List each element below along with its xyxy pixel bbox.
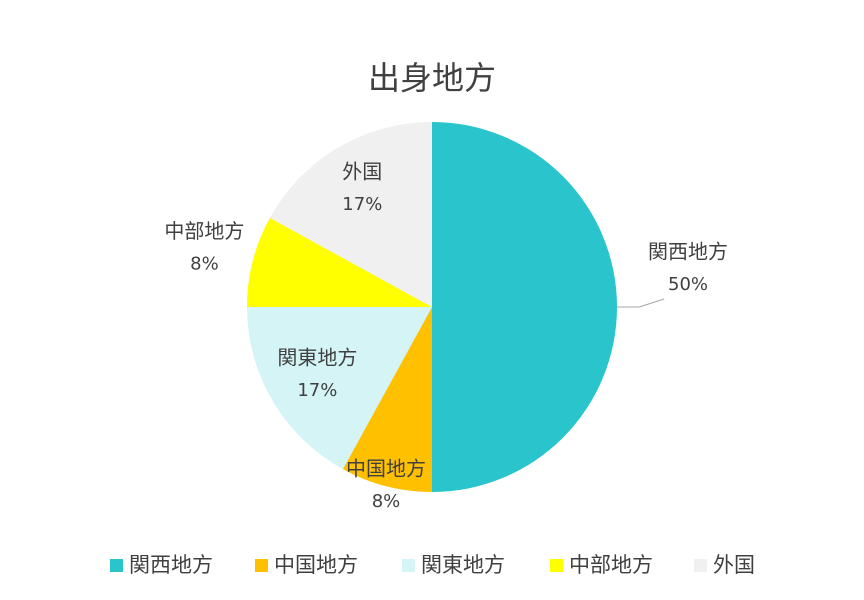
legend-label: 中国地方 — [274, 553, 358, 577]
pie-slice — [247, 217, 432, 307]
legend-swatch — [110, 559, 123, 572]
leader-line — [617, 298, 665, 308]
data-label-value: 50% — [668, 274, 708, 295]
legend-swatch — [402, 559, 415, 572]
pie-slice — [247, 307, 432, 470]
legend-label: 中部地方 — [569, 553, 653, 577]
data-label-value: 8% — [372, 491, 401, 512]
legend-swatch — [255, 559, 268, 572]
data-label-name: 関西地方 — [648, 240, 728, 264]
legend-label: 関東地方 — [421, 553, 505, 577]
data-label-name: 外国 — [342, 160, 382, 184]
data-label-name: 関東地方 — [277, 345, 357, 369]
data-label-value: 17% — [342, 194, 382, 215]
legend-label: 関西地方 — [129, 553, 213, 577]
pie-slice — [342, 307, 432, 492]
data-label-value: 8% — [190, 254, 219, 275]
data-label-value: 17% — [297, 380, 337, 401]
pie-slice — [269, 122, 432, 307]
legend-swatch — [550, 559, 563, 572]
data-label-name: 中部地方 — [164, 219, 244, 243]
legend-label: 外国 — [713, 553, 755, 577]
legend-swatch — [694, 559, 707, 572]
pie-slice — [432, 122, 617, 492]
data-label-name: 中国地方 — [346, 457, 426, 481]
chart-title: 出身地方 — [368, 59, 496, 97]
